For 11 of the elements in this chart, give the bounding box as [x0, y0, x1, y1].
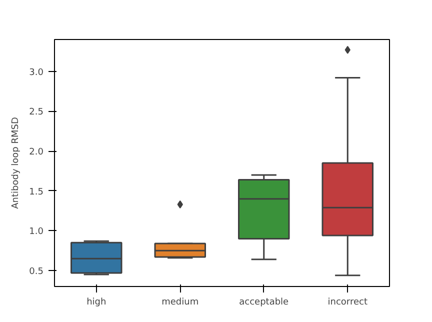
- y-tick-label: 2.0: [29, 148, 44, 158]
- y-tick-label: 0.5: [29, 267, 44, 278]
- x-tick-label: high: [86, 298, 106, 308]
- y-axis-title: Antibody loop RMSD: [11, 117, 22, 209]
- y-tick-label: 1.5: [29, 187, 44, 198]
- x-tick-label: medium: [162, 298, 199, 308]
- x-tick-label: acceptable: [239, 298, 290, 308]
- y-tick-label: 1.0: [29, 227, 44, 238]
- y-tick-label: 2.5: [29, 108, 44, 118]
- x-tick-label: incorrect: [328, 298, 368, 308]
- y-tick-label: 3.0: [29, 68, 44, 78]
